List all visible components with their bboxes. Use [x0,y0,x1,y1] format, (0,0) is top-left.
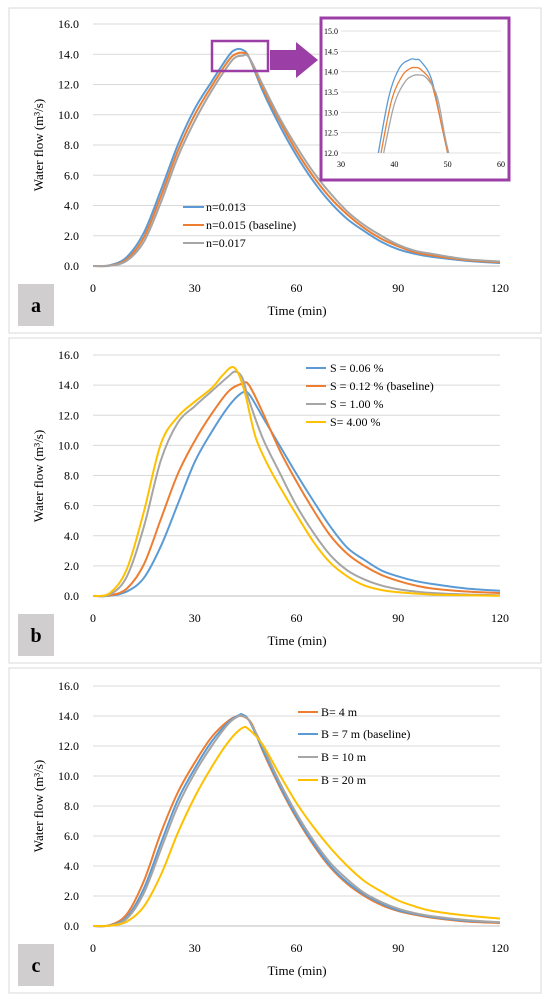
y-tick-label: 16.0 [58,17,79,31]
y-tick-label: 4.0 [64,859,79,873]
panel-b: 0.0 2.0 4.0 6.0 8.0 10.0 12.0 14.0 16.0 0 30 60 90 1… [8,337,542,664]
y-tick-label: 12.0 [58,739,79,753]
x-axis-label: Time (min) [267,633,326,648]
inset-y-tick-label: 13.5 [324,88,338,97]
x-tick-label: 120 [491,281,509,295]
y-tick-label: 8.0 [64,138,79,152]
panel-label-box [18,944,54,986]
x-axis-label: Time (min) [267,303,326,318]
arrow-icon [270,42,318,78]
inset-y-tick-label: 13.0 [324,108,338,117]
y-tick-label: 12.0 [58,408,79,422]
x-tick-label: 0 [90,281,96,295]
x-tick-label: 120 [491,611,509,625]
inset-y-tick-label: 14.0 [324,68,338,77]
y-tick-label: 8.0 [64,799,79,813]
y-tick-label: 10.0 [58,438,79,452]
y-tick-label: 10.0 [58,769,79,783]
y-tick-label: 2.0 [64,559,79,573]
y-tick-label: 8.0 [64,469,79,483]
panel-label-box [18,614,54,656]
inset-y-tick-label: 12.0 [324,149,338,158]
series-line [92,51,501,268]
x-tick-label: 90 [392,281,404,295]
legend: n=0.013 n=0.015 (baseline) n=0.017 [183,200,296,250]
inset-x-tick-label: 60 [497,160,505,169]
y-tick-label: 16.0 [58,348,79,362]
legend-label: S = 0.06 % [330,361,383,375]
panel-a: 0.0 2.0 4.0 6.0 8.0 10.0 12.0 14.0 16.0 0 30 60 90 1… [8,7,542,334]
inset-y-tick-label: 15.0 [324,27,338,36]
panel-label-box [18,284,54,326]
y-tick-label: 10.0 [58,108,79,122]
x-tick-label: 0 [90,941,96,955]
x-tick-label: 0 [90,611,96,625]
y-tick-label: 16.0 [58,679,79,693]
series-line [92,725,501,928]
x-tick-label: 30 [189,611,201,625]
panel-label: a [31,295,41,317]
legend-label: n=0.015 (baseline) [206,218,296,232]
y-tick-label: 4.0 [64,529,79,543]
x-axis-label: Time (min) [267,963,326,978]
y-tick-label: 6.0 [64,499,79,513]
x-tick-label: 60 [291,611,303,625]
panel-c: 0.0 2.0 4.0 6.0 8.0 10.0 12.0 14.0 16.0 0 30 60 90 1… [8,667,542,994]
y-tick-label: 2.0 [64,229,79,243]
inset-x-tick-label: 30 [337,160,345,169]
inset-frame [319,16,511,182]
y-tick-label: 12.0 [58,78,79,92]
inset-y-tick-label: 12.5 [324,129,338,138]
y-tick-label: 2.0 [64,889,79,903]
legend-label: n=0.013 [206,200,246,214]
series-line [92,370,501,598]
panel-label: c [32,955,41,977]
y-tick-label: 14.0 [58,47,79,61]
x-tick-label: 30 [189,941,201,955]
series-line [92,47,501,268]
legend-label: B= 4 m [321,705,358,719]
inset-series-line [380,66,449,153]
legend: S = 0.06 % S = 0.12 % (baseline) S = 1.0… [306,361,434,429]
legend-label: B = 10 m [321,750,367,764]
panel-label: b [30,625,41,647]
panel-c-frame [8,667,542,994]
y-axis-label: Water flow (m³/s) [31,430,46,522]
inset-x-tick-label: 50 [444,160,452,169]
inset-chart: 12.0 12.5 13.0 13.5 14.0 14.5 15.0 30 40 50 60 [319,16,511,182]
series-line [92,713,501,928]
legend: B= 4 m B = 7 m (baseline) B = 10 m B = 2… [298,705,410,787]
series-line [92,366,501,598]
legend-label: S= 4.00 % [330,415,380,429]
x-tick-label: 60 [291,281,303,295]
inset-y-tick-label: 14.5 [324,47,338,56]
x-tick-label: 30 [189,281,201,295]
inset-series-line [383,74,450,153]
panel-b-frame [8,337,542,664]
y-tick-label: 14.0 [58,378,79,392]
x-tick-label: 120 [491,941,509,955]
y-tick-label: 4.0 [64,199,79,213]
legend-label: B = 20 m [321,773,367,787]
y-axis-label: Water flow (m³/s) [31,760,46,852]
x-tick-label: 90 [392,611,404,625]
y-axis-label: Water flow (m³/s) [31,99,46,191]
x-tick-label: 60 [291,941,303,955]
zoom-highlight-box [210,39,270,73]
legend-label: S = 0.12 % (baseline) [330,379,434,393]
legend-label: B = 7 m (baseline) [321,727,410,741]
y-tick-label: 14.0 [58,709,79,723]
y-tick-label: 6.0 [64,829,79,843]
y-tick-label: 0.0 [64,919,79,933]
series-line [92,53,501,268]
y-tick-label: 0.0 [64,259,79,273]
inset-x-tick-label: 40 [390,160,398,169]
legend-label: S = 1.00 % [330,397,383,411]
y-tick-label: 0.0 [64,589,79,603]
x-tick-label: 90 [392,941,404,955]
y-tick-label: 6.0 [64,168,79,182]
legend-label: n=0.017 [206,236,246,250]
series-line [92,381,501,598]
